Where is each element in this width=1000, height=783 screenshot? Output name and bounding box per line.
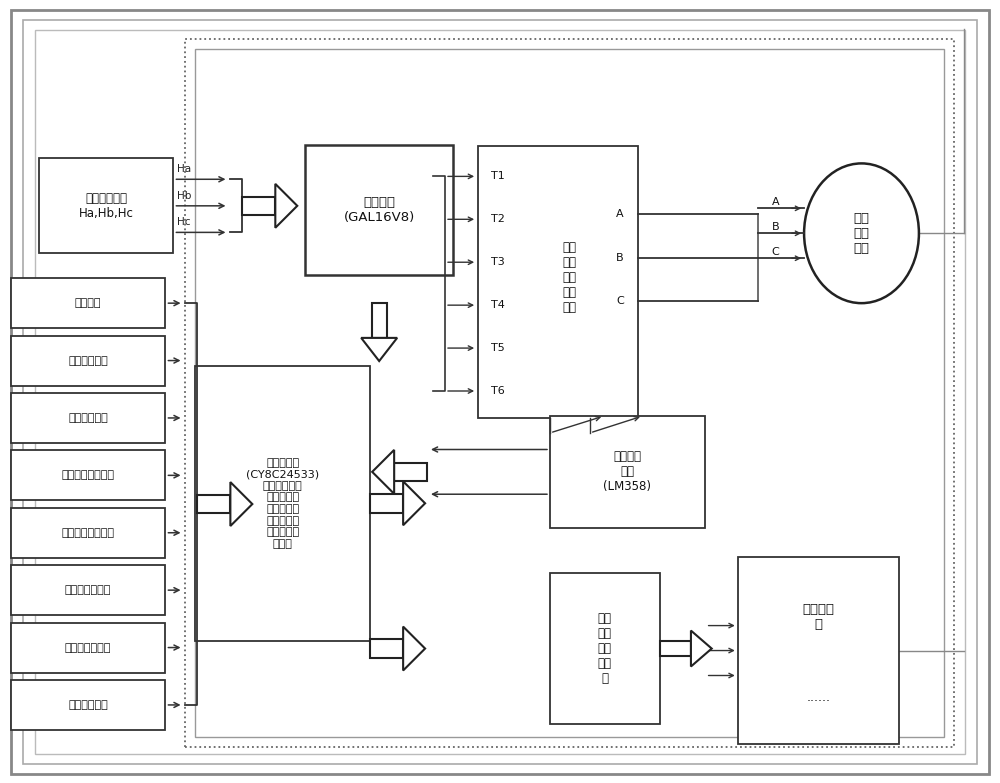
Text: Hc: Hc	[177, 218, 191, 227]
FancyBboxPatch shape	[39, 158, 173, 253]
Text: T2: T2	[491, 215, 505, 224]
Text: 高速档选择信号: 高速档选择信号	[65, 643, 111, 652]
Polygon shape	[197, 495, 230, 514]
Text: Ha: Ha	[177, 164, 192, 175]
Text: Hb: Hb	[177, 191, 192, 201]
FancyBboxPatch shape	[185, 38, 954, 747]
FancyBboxPatch shape	[550, 572, 660, 724]
FancyBboxPatch shape	[738, 557, 899, 745]
FancyBboxPatch shape	[478, 146, 638, 418]
Text: 电流检测
单元
(LM358): 电流检测 单元 (LM358)	[603, 450, 651, 493]
FancyBboxPatch shape	[11, 450, 165, 500]
Text: 调速转把信号: 调速转把信号	[68, 413, 108, 423]
Text: 转子位置信号
Ha,Hb,Hc: 转子位置信号 Ha,Hb,Hc	[79, 192, 133, 220]
Polygon shape	[403, 482, 425, 525]
FancyBboxPatch shape	[195, 49, 944, 738]
FancyBboxPatch shape	[11, 565, 165, 615]
Text: 无刷
直流
电机: 无刷 直流 电机	[853, 211, 869, 254]
Polygon shape	[372, 303, 387, 338]
FancyBboxPatch shape	[11, 680, 165, 730]
FancyBboxPatch shape	[11, 9, 989, 774]
Polygon shape	[230, 482, 252, 526]
Text: 手动模式选择信号: 手动模式选择信号	[62, 528, 115, 538]
Text: B: B	[772, 222, 779, 233]
FancyBboxPatch shape	[11, 278, 165, 328]
Polygon shape	[394, 463, 427, 481]
FancyBboxPatch shape	[11, 393, 165, 443]
Text: T3: T3	[491, 258, 505, 267]
Text: 电池电压信号: 电池电压信号	[68, 355, 108, 366]
Text: 自动模式选择信号: 自动模式选择信号	[62, 471, 115, 480]
FancyBboxPatch shape	[305, 146, 453, 275]
Text: C: C	[616, 296, 624, 306]
Text: B: B	[616, 253, 624, 263]
FancyBboxPatch shape	[195, 366, 370, 640]
Text: 中央处理器
(CY8C24533)
（速度计算、
电流计算、
各类外部信
号处理、控
制各类驱动
电路）: 中央处理器 (CY8C24533) （速度计算、 电流计算、 各类外部信 号处理…	[246, 458, 319, 549]
Text: A: A	[616, 209, 624, 219]
Text: T1: T1	[491, 171, 505, 182]
Ellipse shape	[804, 164, 919, 303]
Text: T4: T4	[491, 300, 505, 310]
Text: A: A	[772, 197, 779, 207]
Polygon shape	[242, 197, 275, 215]
Text: 其他执行
器: 其他执行 器	[803, 603, 835, 631]
Text: T5: T5	[491, 343, 505, 353]
Polygon shape	[660, 641, 691, 656]
Polygon shape	[403, 626, 425, 670]
Polygon shape	[370, 640, 403, 658]
Text: 无刷
直流
电机
驱动
电路: 无刷 直流 电机 驱动 电路	[563, 240, 577, 314]
Polygon shape	[372, 450, 394, 494]
Text: C: C	[772, 247, 779, 258]
Text: 其他
执行
器驱
动电
路: 其他 执行 器驱 动电 路	[598, 612, 612, 685]
Polygon shape	[370, 494, 403, 513]
Text: 刹车信号: 刹车信号	[75, 298, 101, 309]
FancyBboxPatch shape	[11, 622, 165, 673]
FancyBboxPatch shape	[550, 416, 705, 528]
FancyBboxPatch shape	[11, 336, 165, 385]
FancyBboxPatch shape	[11, 508, 165, 557]
Polygon shape	[691, 630, 712, 666]
Text: 低速档选择信号: 低速档选择信号	[65, 585, 111, 595]
Text: T6: T6	[491, 386, 505, 396]
Polygon shape	[275, 184, 297, 228]
FancyBboxPatch shape	[35, 30, 965, 754]
FancyBboxPatch shape	[23, 20, 977, 764]
Text: 译码单元
(GAL16V8): 译码单元 (GAL16V8)	[344, 197, 415, 224]
Polygon shape	[361, 338, 397, 361]
Text: 其他外设信号: 其他外设信号	[68, 700, 108, 710]
Text: ......: ......	[807, 691, 831, 704]
